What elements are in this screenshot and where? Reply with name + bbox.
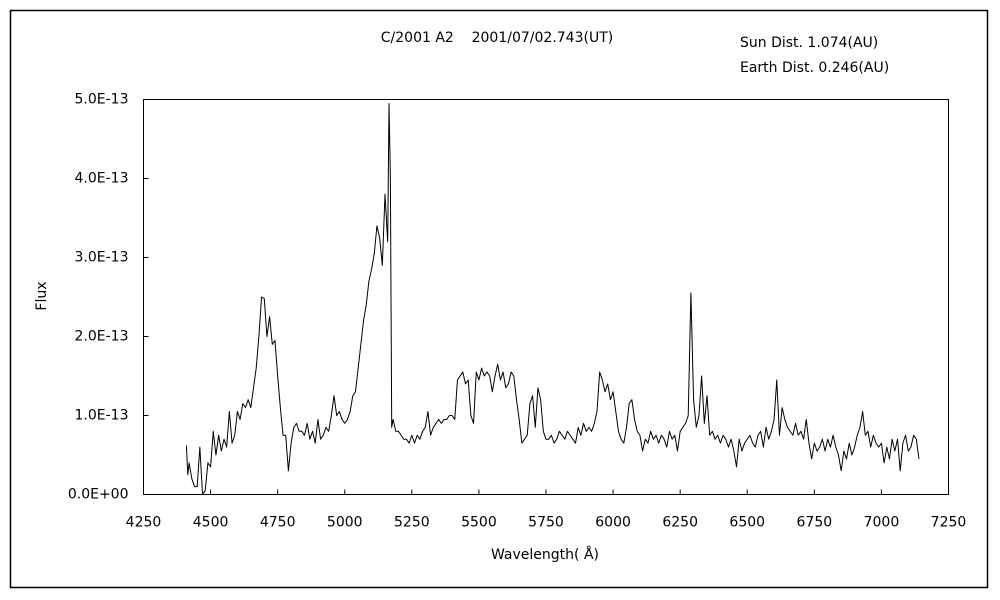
x-tick-label: 5500 bbox=[461, 515, 497, 531]
chart-title: C/2001 A2 2001/07/02.743(UT) bbox=[381, 30, 613, 46]
spectrum-line bbox=[185, 102, 920, 495]
y-tick-label: 4.0E-13 bbox=[75, 171, 129, 187]
y-tick-label: 0.0E+00 bbox=[68, 487, 129, 503]
x-tick-label: 6500 bbox=[729, 515, 765, 531]
x-tick-label: 5250 bbox=[394, 515, 430, 531]
y-axis-label: Flux bbox=[34, 281, 50, 310]
x-tick-label: 7000 bbox=[864, 515, 900, 531]
y-tick-label: 2.0E-13 bbox=[75, 329, 129, 345]
x-tick-label: 6000 bbox=[595, 515, 631, 531]
annotation: Earth Dist. 0.246(AU) bbox=[740, 60, 889, 76]
y-tick-label: 1.0E-13 bbox=[75, 408, 129, 424]
x-tick-label: 6750 bbox=[797, 515, 833, 531]
y-tick-label: 5.0E-13 bbox=[75, 92, 129, 108]
x-tick-label: 5000 bbox=[327, 515, 363, 531]
x-tick-label: 7250 bbox=[931, 515, 967, 531]
x-tick-label: 5750 bbox=[528, 515, 564, 531]
x-tick-label: 4250 bbox=[126, 515, 162, 531]
x-tick-label: 4750 bbox=[260, 515, 296, 531]
chart-frame bbox=[9, 9, 989, 589]
y-tick-label: 3.0E-13 bbox=[75, 250, 129, 266]
x-tick-label: 4500 bbox=[193, 515, 229, 531]
x-tick-label: 6250 bbox=[662, 515, 698, 531]
annotation: Sun Dist. 1.074(AU) bbox=[740, 35, 878, 51]
x-axis-label: Wavelength( Å) bbox=[491, 546, 599, 563]
